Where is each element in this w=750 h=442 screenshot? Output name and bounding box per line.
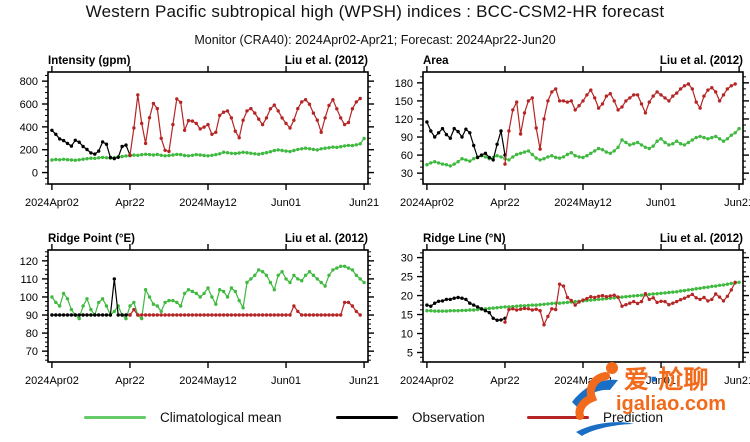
x-tick-label: Jun01 [271,197,301,209]
x-tick-label: Jun21 [724,197,750,209]
chart-credit: Liu et al. (2012) [660,233,743,245]
chart-credit: Liu et al. (2012) [285,233,368,245]
chart-credit: Liu et al. (2012) [285,55,368,67]
intensity-chart-panel: Intensity (gpm) Liu et al. (2012) 0 200 40… [0,50,379,225]
y-tick-label: 120 [395,114,413,126]
y-tick-label: 60 [401,150,413,162]
x-tick-label: Jun21 [349,197,379,209]
chart-title: Intensity (gpm) [48,55,131,67]
x-tick-label: Jun21 [349,375,379,387]
y-tick-label: 90 [401,132,413,144]
y-tick-label: 20 [401,291,413,303]
x-tick-label: Jun21 [724,375,750,387]
y-tick-label: 30 [401,253,413,265]
x-tick-label: Apr22 [115,375,144,387]
area-chart-panel: Area Liu et al. (2012) 30 60 90 120 150 180 20… [375,50,750,225]
climatology-line [51,265,365,320]
x-tick-label: 2024Apr02 [400,375,454,387]
observation-line-swatch [336,415,398,419]
y-tick-label: 180 [395,78,413,90]
y-tick-label: 5 [407,348,413,360]
y-tick-label: 90 [26,310,38,322]
x-tick-label: Apr22 [490,375,519,387]
y-tick-label: 400 [20,122,38,134]
y-tick-label: 80 [26,328,38,340]
y-tick-label: 25 [401,272,413,284]
chart-title: Area [423,55,449,67]
x-tick-label: Jun01 [271,375,301,387]
climatological-mean-line-swatch [84,415,146,419]
x-tick-label: 2024Apr02 [25,375,79,387]
x-tick-label: 2024May12 [179,375,237,387]
chart-credit: Liu et al. (2012) [660,55,743,67]
x-tick-label: 2024May12 [554,197,612,209]
x-tick-label: 2024Apr02 [25,197,79,209]
x-tick-label: Jun01 [646,197,676,209]
y-tick-label: 10 [401,329,413,341]
x-tick-label: 2024Apr02 [400,197,454,209]
legend-item-observation: Observation [336,404,485,430]
y-tick-label: 100 [20,292,38,304]
ridge-line-chart-panel: Ridge Line (°N) Liu et al. (2012) 5 10 15 2… [375,228,750,403]
ridge-line-chart: Ridge Line (°N) Liu et al. (2012) 5 10 15 2… [400,233,750,387]
legend-item-prediction: Prediction [527,404,663,430]
chart-title: Ridge Point (°E) [48,233,135,245]
y-tick-label: 150 [395,96,413,108]
x-tick-label: Apr22 [115,197,144,209]
page-title: Western Pacific subtropical high (WPSH) … [85,2,665,21]
x-tick-label: 2024May12 [179,197,237,209]
prediction-line [129,94,361,156]
x-tick-label: 2024May12 [554,375,612,387]
legend-label: Observation [412,409,485,425]
x-tick-label: Apr22 [490,197,519,209]
y-tick-label: 110 [20,274,38,286]
y-tick-label: 200 [20,145,38,157]
y-tick-label: 800 [20,76,38,88]
y-tick-label: 600 [20,99,38,111]
y-tick-label: 30 [401,168,413,180]
legend-item-climatological-mean: Climatological mean [84,404,282,430]
y-tick-label: 120 [20,256,38,268]
prediction-line-swatch [527,415,589,419]
y-tick-label: 70 [26,346,38,358]
chart-title: Ridge Line (°N) [423,233,506,245]
ridge-point-chart-panel: Ridge Point (°E) Liu et al. (2012) 70 80 9… [0,228,379,403]
intensity-chart: Intensity (gpm) Liu et al. (2012) 0 200 40… [20,55,379,209]
y-tick-label: 15 [401,310,413,322]
y-tick-label: 0 [32,168,38,180]
legend-label: Climatological mean [160,409,282,425]
x-tick-label: Jun01 [646,375,676,387]
legend-label: Prediction [603,409,664,425]
ridge-point-chart: Ridge Point (°E) Liu et al. (2012) 70 80 9… [20,233,379,387]
prediction-line [504,83,736,165]
page-subtitle: Monitor (CRA40): 2024Apr02-Apr21; Foreca… [194,33,556,47]
legend: Climatological mean Observation Predicti… [0,404,750,430]
area-chart: Area Liu et al. (2012) 30 60 90 120 150 180 20… [395,55,750,209]
